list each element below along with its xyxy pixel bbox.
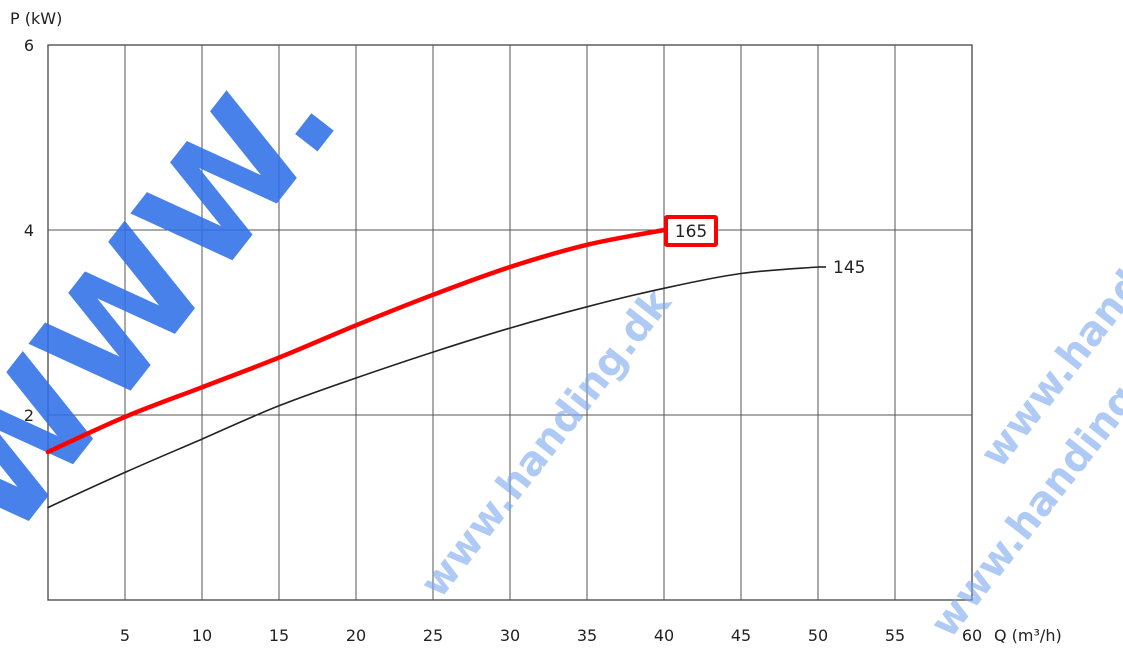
series-label: 145: [833, 258, 865, 278]
x-tick-label: 25: [423, 626, 443, 645]
x-tick-label: 15: [269, 626, 289, 645]
series-label: 165: [675, 222, 707, 242]
series-line-145: [47, 266, 819, 509]
x-axis-title: Q (m³/h): [994, 626, 1062, 645]
watermark: WWW. www.handing.dk www.handing.dkwww.hand…: [0, 34, 1123, 647]
x-tick-label: 60: [962, 626, 982, 645]
y-axis-title: P (kW): [10, 9, 62, 28]
watermark-text: WWW.: [0, 34, 372, 568]
series-line-165: [45, 227, 667, 455]
grid: [47, 44, 973, 601]
x-tick-label: 10: [192, 626, 212, 645]
x-tick-label: 55: [885, 626, 905, 645]
x-tick-label: 20: [346, 626, 366, 645]
series-lines: [45, 227, 826, 509]
labels: 165 145 5 10 15 20 25 30 35 40 45 50 55 60 2 4 6 P (kW) Q …: [10, 9, 1062, 645]
y-tick-label: 2: [24, 406, 34, 425]
x-tick-label: 40: [654, 626, 674, 645]
series-label-box: [664, 215, 718, 247]
y-tick-label: 4: [24, 221, 34, 240]
x-tick-label: 5: [120, 626, 130, 645]
watermark-text: www.handing.dk: [412, 279, 681, 606]
watermark-text: www.handing.dk: [922, 319, 1123, 646]
y-tick-label: 6: [24, 36, 34, 55]
x-tick-label: 30: [500, 626, 520, 645]
x-tick-label: 45: [731, 626, 751, 645]
x-tick-label: 50: [808, 626, 828, 645]
x-tick-label: 35: [577, 626, 597, 645]
